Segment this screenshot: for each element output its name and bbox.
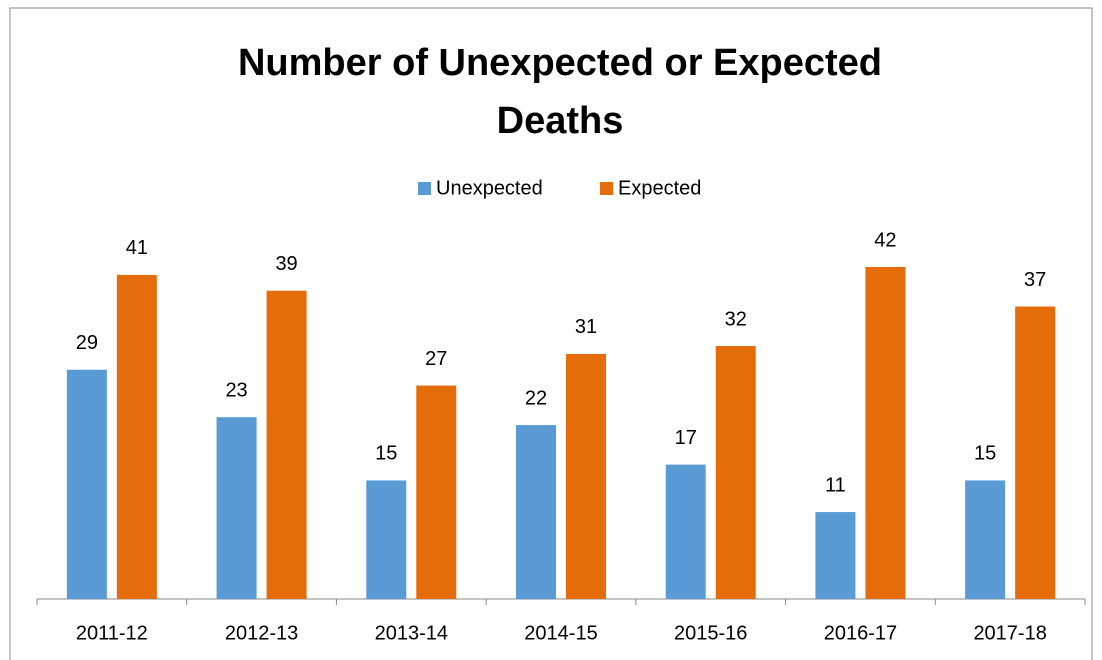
value-label: 42 bbox=[874, 229, 896, 251]
x-tick-label: 2013-14 bbox=[375, 622, 448, 644]
bar bbox=[266, 290, 307, 599]
value-label: 15 bbox=[974, 443, 996, 465]
value-label: 23 bbox=[225, 379, 247, 401]
x-tick-label: 2014-15 bbox=[524, 622, 597, 644]
bar bbox=[566, 353, 606, 599]
bar bbox=[865, 267, 906, 599]
x-tick-label: 2016-17 bbox=[824, 622, 897, 644]
value-label: 15 bbox=[375, 443, 397, 465]
bar bbox=[416, 385, 457, 599]
bar bbox=[116, 274, 157, 599]
bar bbox=[516, 425, 556, 599]
legend-label: Expected bbox=[618, 177, 701, 199]
bar bbox=[965, 480, 1006, 599]
value-label: 27 bbox=[425, 348, 447, 370]
value-label: 31 bbox=[575, 316, 597, 338]
legend-swatch bbox=[418, 182, 431, 195]
value-label: 32 bbox=[725, 308, 747, 330]
value-label: 29 bbox=[76, 332, 98, 354]
x-tick-label: 2012-13 bbox=[225, 622, 298, 644]
bar bbox=[715, 346, 756, 599]
bar bbox=[1015, 306, 1056, 599]
value-label: 11 bbox=[825, 474, 846, 496]
chart-border bbox=[9, 7, 1093, 660]
value-label: 17 bbox=[675, 427, 697, 449]
value-label: 41 bbox=[126, 237, 148, 259]
value-label: 37 bbox=[1024, 269, 1046, 291]
value-label: 22 bbox=[525, 387, 547, 409]
x-tick-label: 2015-16 bbox=[674, 622, 747, 644]
legend-swatch bbox=[600, 182, 613, 195]
bar bbox=[815, 512, 856, 599]
bar bbox=[665, 464, 706, 599]
legend-label: Unexpected bbox=[436, 177, 543, 199]
bar bbox=[216, 417, 257, 599]
x-tick-label: 2011-12 bbox=[76, 622, 148, 644]
value-label: 39 bbox=[275, 253, 297, 275]
chart-title: Number of Unexpected or Expected Deaths bbox=[237, 42, 883, 142]
bar bbox=[66, 369, 107, 599]
x-tick-label: 2017-18 bbox=[973, 622, 1046, 644]
bar bbox=[366, 480, 407, 599]
